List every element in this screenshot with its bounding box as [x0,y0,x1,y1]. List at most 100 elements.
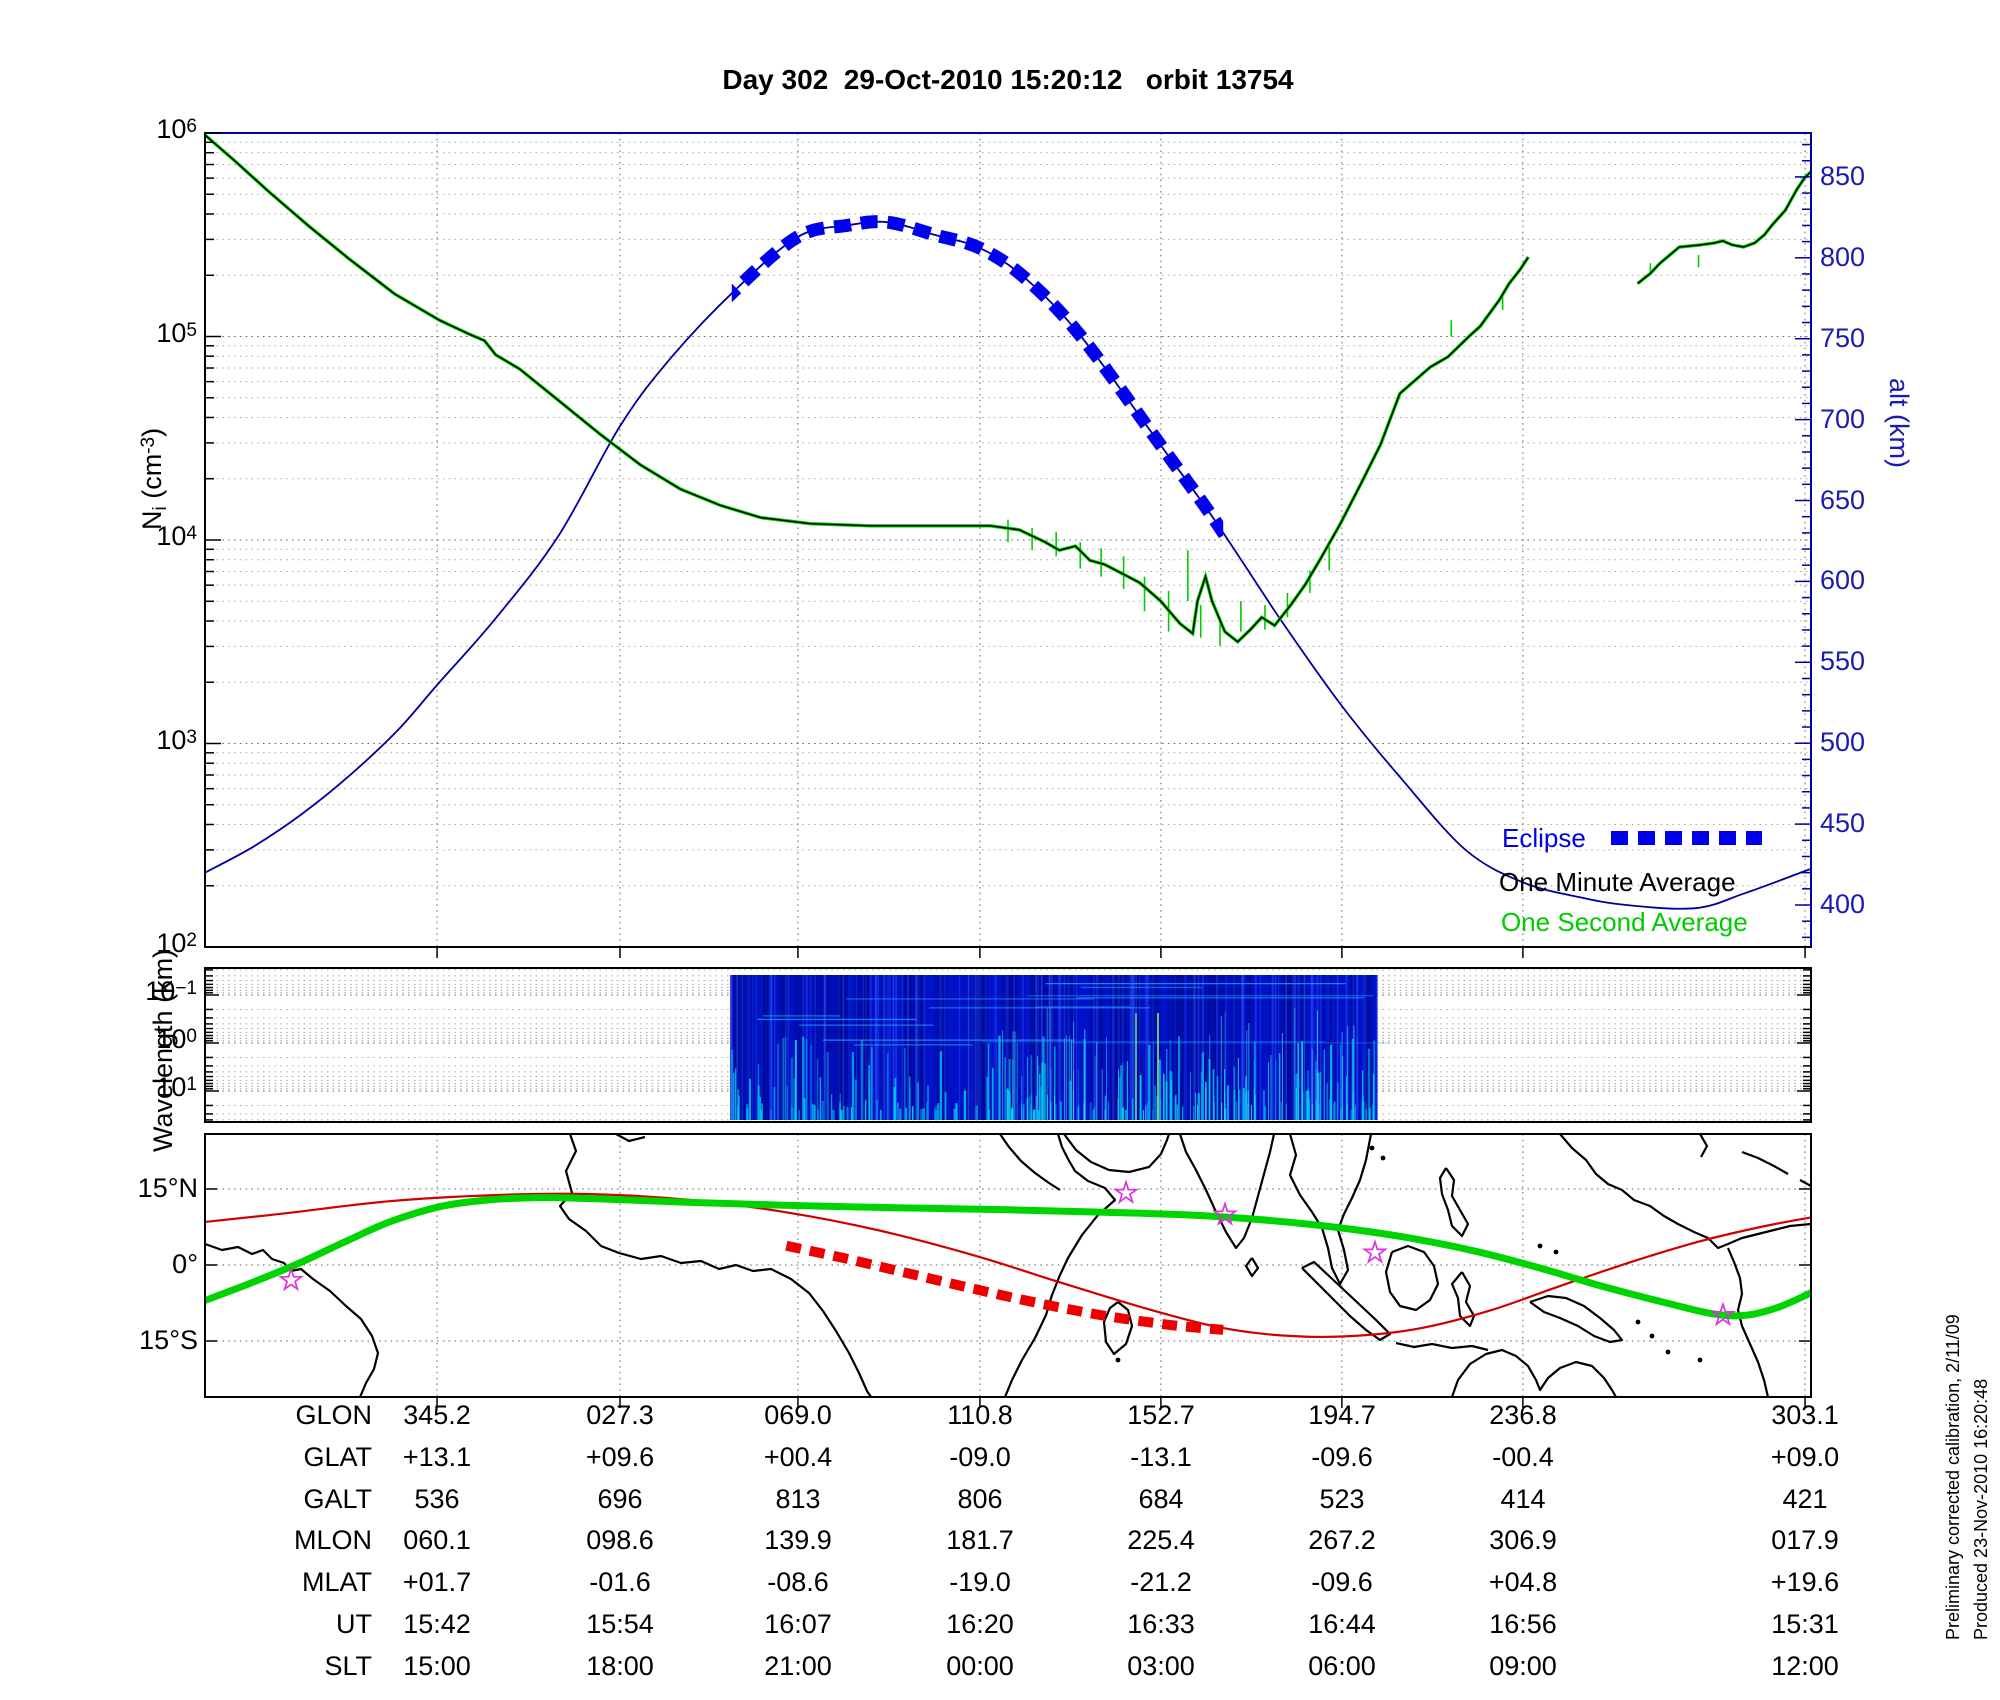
alt-tick-label: 400 [1820,889,1866,919]
table-cell: 21:00 [764,1650,832,1681]
table-cell: +19.6 [1770,1567,1840,1598]
legend-one-second-label: One Second Average [1501,907,1748,937]
coastline [1699,1134,1709,1158]
island-dot [1635,1319,1641,1325]
table-cell: 00:00 [946,1650,1014,1681]
table-cell: -09.6 [1311,1567,1373,1598]
alt-tick-label: 650 [1820,484,1866,515]
table-cell: 16:44 [1308,1609,1376,1639]
wavelength-tick-label: 10−1 [145,976,197,1006]
star-marker [277,1266,305,1292]
coastline [615,1134,646,1143]
one-second-average-curve [1636,170,1811,285]
table-cell: 15:54 [586,1609,654,1639]
table-cell: 06:00 [1308,1650,1376,1681]
table-row-label: GLON [295,1400,372,1430]
ni-tick-label: 104 [156,521,197,551]
coastline [1559,1134,1811,1250]
map-lat-label: 0° [172,1249,198,1279]
ni-tick-label: 102 [156,928,197,958]
wavelength-tick-label: 101 [156,1072,197,1102]
map-lat-label: 15°S [139,1325,198,1355]
table-cell: 110.8 [947,1400,1013,1430]
table-cell: 15:42 [403,1609,471,1639]
table-cell: 09:00 [1489,1650,1557,1681]
ni-tick-label: 103 [156,724,197,755]
coastline [1301,1260,1392,1342]
table-cell: 03:00 [1127,1650,1195,1681]
table-cell: 098.6 [586,1525,654,1556]
ni-tick-label: 105 [156,317,197,348]
spectrogram-data-block [730,975,1389,1120]
table-row-label: MLAT [301,1567,372,1598]
ni-tick-label: 106 [156,114,197,144]
table-row-label: GLAT [303,1441,372,1472]
star-marker [1709,1301,1737,1327]
table-cell: -01.6 [589,1567,651,1598]
table-cell: 806 [957,1483,1003,1514]
table-cell: 017.9 [1771,1525,1839,1556]
eclipse-ground-track [785,1240,1224,1335]
coastline [558,1134,872,1397]
table-cell: 16:33 [1127,1609,1195,1639]
island-dot [1553,1249,1559,1255]
coastline [1741,1150,1789,1175]
wavelength-tick-label: 100 [156,1024,197,1054]
island-dot [1665,1349,1671,1355]
table-cell: 16:07 [764,1609,832,1639]
table-cell: -09.0 [949,1441,1011,1472]
spectrogram-panel [205,969,1811,1121]
star-marker [1211,1201,1238,1226]
panel1-curves [205,133,1811,910]
table-cell: 813 [775,1483,821,1514]
coastline [1395,1341,1489,1352]
table-cell: 684 [1138,1483,1184,1514]
table-cell: 15:31 [1771,1609,1839,1639]
coastline [1288,1134,1373,1286]
table-cell: 236.8 [1489,1400,1557,1430]
island-dot [1537,1243,1543,1249]
table-cell: +00.4 [763,1441,833,1472]
table-row-label: SLT [324,1650,372,1681]
one-minute-average-curve [1637,171,1811,285]
island-dot [1380,1155,1386,1161]
island-dot [1115,1357,1121,1363]
plot-title: Day 302 29-Oct-2010 15:20:12 orbit 13754 [722,64,1294,95]
alt-tick-label: 850 [1820,160,1866,191]
produced-note: Produced 23-Nov-2010 16:20:48 [1971,1378,1991,1640]
alt-tick-label: 800 [1820,241,1866,272]
table-cell: 696 [597,1483,643,1514]
coastline [1450,1271,1476,1328]
legend-one-minute-label: One Minute Average [1499,867,1736,897]
coastline [1384,1244,1440,1312]
ground-track-map [205,1134,1811,1397]
coastline [999,1134,1061,1191]
alt-tick-label: 450 [1820,808,1866,839]
table-cell: 152.7 [1127,1400,1195,1430]
table-cell: 303.1 [1771,1400,1839,1430]
table-cell: +13.1 [402,1441,472,1472]
calibration-note: Preliminary corrected calibration, 2/11/… [1943,1314,1963,1640]
alt-axis-title: alt (km) [1884,378,1914,468]
legend-eclipse-label: Eclipse [1502,823,1586,853]
table-cell: 060.1 [403,1525,471,1556]
table-cell: 194.7 [1308,1400,1376,1430]
coastline [1726,1247,1770,1397]
table-cell: -08.6 [767,1567,829,1598]
table-cell: +09.6 [585,1441,655,1472]
table-cell: 139.9 [764,1525,832,1556]
coastline [1063,1134,1171,1174]
table-cell: 421 [1782,1483,1828,1514]
table-cell: 267.2 [1308,1525,1376,1556]
table-cell: 069.0 [764,1400,832,1430]
table-cell: -13.1 [1130,1441,1192,1472]
table-cell: +09.0 [1770,1441,1840,1472]
table-cell: 15:00 [403,1650,471,1681]
table-cell: -19.0 [949,1567,1011,1598]
coastline [1450,1348,1617,1397]
coastline [1003,1134,1117,1397]
map-lat-label: 15°N [137,1172,198,1203]
island-dot [1369,1145,1375,1151]
table-cell: 523 [1319,1483,1365,1514]
